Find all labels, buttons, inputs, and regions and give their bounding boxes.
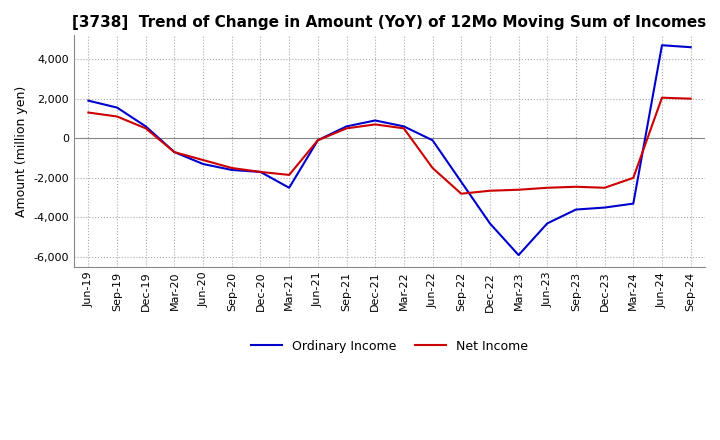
Ordinary Income xyxy=(485,221,494,226)
Y-axis label: Amount (million yen): Amount (million yen) xyxy=(15,85,28,217)
Legend: Ordinary Income, Net Income: Ordinary Income, Net Income xyxy=(246,335,534,358)
Title: [3738]  Trend of Change in Amount (YoY) of 12Mo Moving Sum of Incomes: [3738] Trend of Change in Amount (YoY) o… xyxy=(73,15,706,30)
Net Income xyxy=(342,126,351,131)
Net Income xyxy=(84,110,93,115)
Line: Net Income: Net Income xyxy=(89,98,690,194)
Ordinary Income xyxy=(199,161,207,167)
Net Income xyxy=(170,150,179,155)
Net Income xyxy=(543,185,552,191)
Line: Ordinary Income: Ordinary Income xyxy=(89,45,690,255)
Net Income xyxy=(113,114,122,119)
Ordinary Income xyxy=(400,124,408,129)
Ordinary Income xyxy=(371,118,379,123)
Net Income xyxy=(686,96,695,101)
Ordinary Income xyxy=(457,179,466,184)
Ordinary Income xyxy=(543,221,552,226)
Ordinary Income xyxy=(228,167,236,172)
Ordinary Income xyxy=(313,138,322,143)
Net Income xyxy=(428,165,437,171)
Net Income xyxy=(457,191,466,196)
Net Income xyxy=(572,184,580,189)
Net Income xyxy=(199,158,207,163)
Net Income xyxy=(371,122,379,127)
Ordinary Income xyxy=(256,169,265,175)
Ordinary Income xyxy=(170,150,179,155)
Net Income xyxy=(400,126,408,131)
Ordinary Income xyxy=(113,105,122,110)
Net Income xyxy=(514,187,523,192)
Ordinary Income xyxy=(572,207,580,212)
Ordinary Income xyxy=(686,44,695,50)
Ordinary Income xyxy=(428,138,437,143)
Ordinary Income xyxy=(600,205,609,210)
Ordinary Income xyxy=(514,253,523,258)
Ordinary Income xyxy=(285,185,294,191)
Ordinary Income xyxy=(84,98,93,103)
Net Income xyxy=(657,95,666,100)
Ordinary Income xyxy=(342,124,351,129)
Net Income xyxy=(313,138,322,143)
Net Income xyxy=(485,188,494,193)
Ordinary Income xyxy=(141,124,150,129)
Net Income xyxy=(228,165,236,171)
Net Income xyxy=(285,172,294,177)
Net Income xyxy=(256,169,265,175)
Ordinary Income xyxy=(629,201,638,206)
Net Income xyxy=(629,175,638,180)
Net Income xyxy=(141,126,150,131)
Ordinary Income xyxy=(657,43,666,48)
Net Income xyxy=(600,185,609,191)
